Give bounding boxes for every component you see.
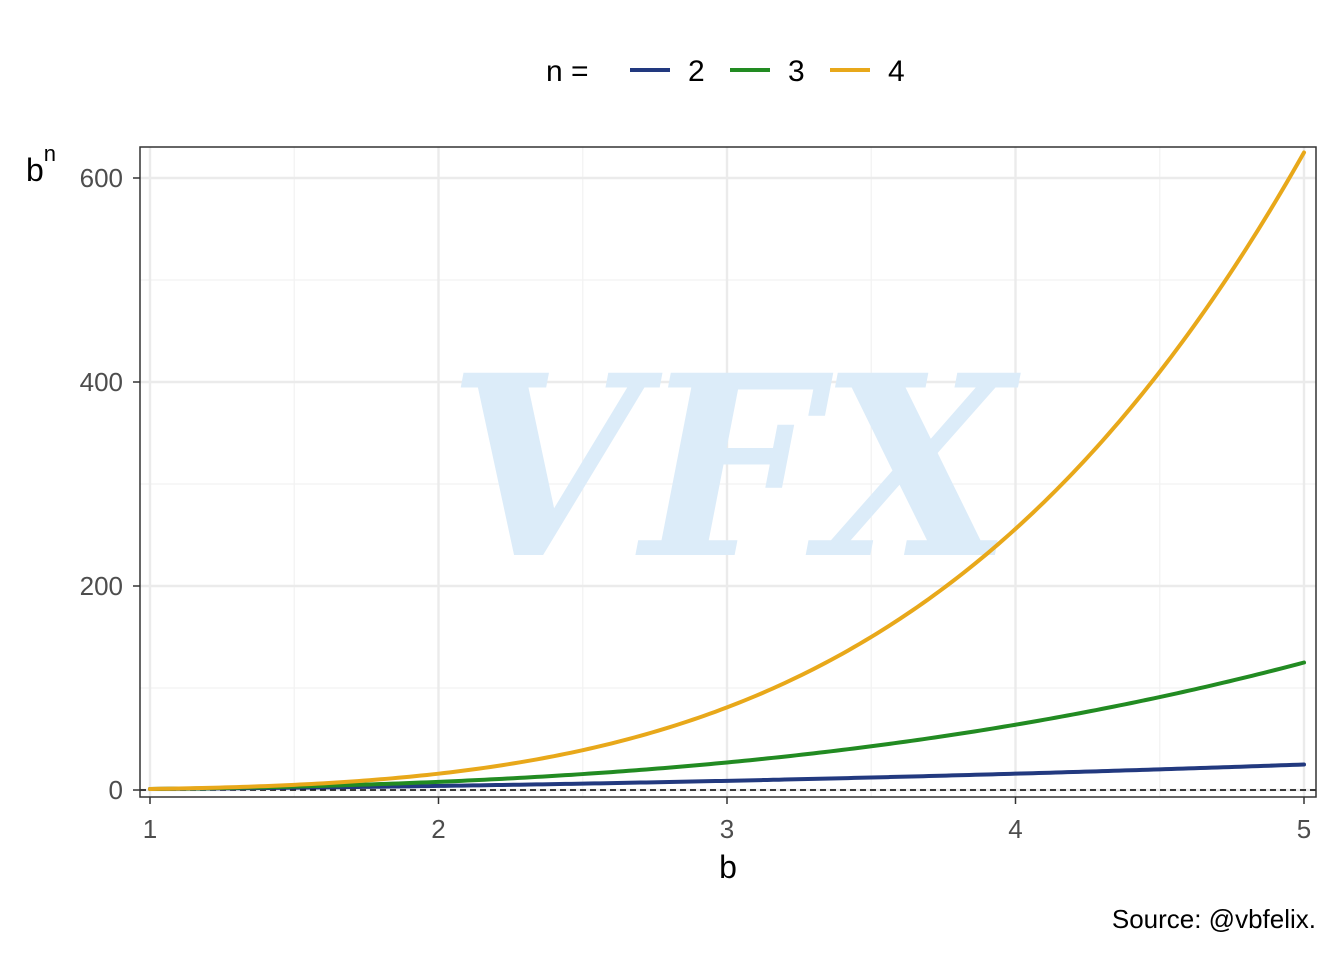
axes: 1 2 3 4 5 0 200 400 600	[80, 163, 1312, 844]
x-tick-label: 2	[431, 814, 445, 844]
x-axis-title: b	[719, 849, 737, 885]
y-tick-label: 400	[80, 367, 123, 397]
y-tick-label: 200	[80, 571, 123, 601]
x-tick-label: 5	[1297, 814, 1311, 844]
y-tick-label: 0	[109, 775, 123, 805]
y-tick-label: 600	[80, 163, 123, 193]
legend: n = 2 3 4	[546, 55, 905, 88]
plot-panel: VFX	[139, 146, 1317, 798]
y-axis-title: bn	[26, 141, 56, 188]
legend-label-n4: 4	[888, 55, 905, 88]
caption: Source: @vbfelix.	[1112, 904, 1316, 934]
y-axis-title-superscript: n	[44, 141, 56, 166]
legend-label-n3: 3	[788, 55, 805, 88]
plot-border	[139, 146, 1317, 798]
x-tick-label: 3	[720, 814, 734, 844]
legend-title: n =	[546, 55, 589, 88]
x-tick-label: 4	[1008, 814, 1022, 844]
x-tick-label: 1	[143, 814, 157, 844]
watermark-logo: VFX	[447, 320, 1021, 614]
series-line-n3	[148, 660, 1306, 791]
series-line-n4	[148, 150, 1306, 791]
series-group	[148, 150, 1306, 791]
legend-label-n2: 2	[688, 55, 705, 88]
